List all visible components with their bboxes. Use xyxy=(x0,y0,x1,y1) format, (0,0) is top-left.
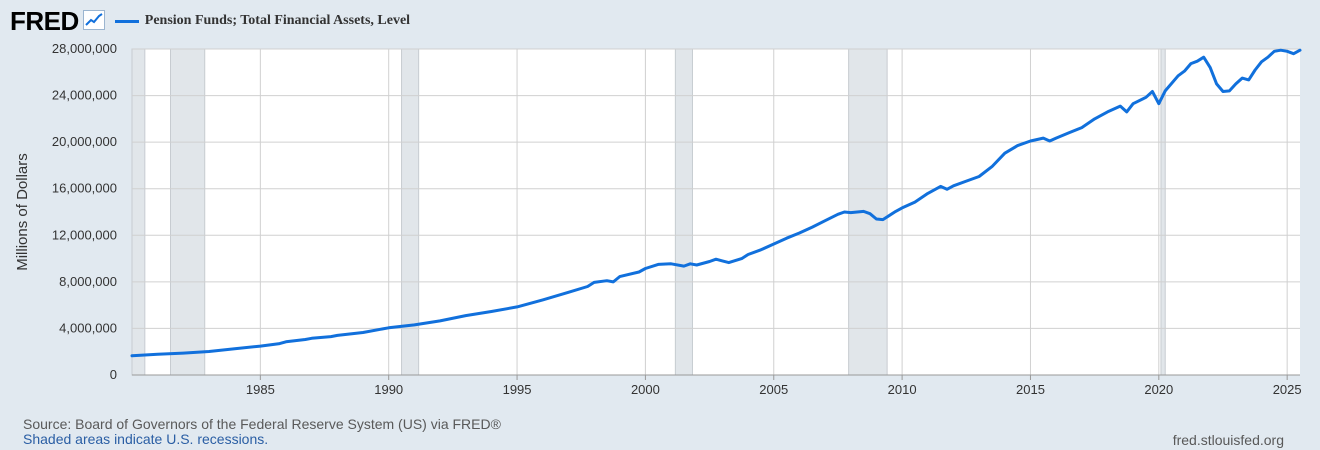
series-line xyxy=(130,48,1302,358)
x-tick-label: 2020 xyxy=(1144,382,1173,397)
y-tick-label: 28,000,000 xyxy=(52,41,117,56)
x-tick-label: 1985 xyxy=(246,382,275,397)
x-tick-label: 2025 xyxy=(1273,382,1302,397)
legend: Pension Funds; Total Financial Assets, L… xyxy=(114,13,411,29)
y-tick-label: 24,000,000 xyxy=(52,88,117,103)
recession-band xyxy=(674,48,693,376)
recession-band xyxy=(170,48,206,376)
legend-swatch xyxy=(114,19,139,23)
chart-trend-icon xyxy=(82,9,105,35)
legend-series-label: Pension Funds; Total Financial Assets, L… xyxy=(144,13,411,28)
x-tick-label: 2005 xyxy=(759,382,788,397)
x-tick-label: 1995 xyxy=(503,382,532,397)
y-tick-label: 12,000,000 xyxy=(52,227,117,242)
line-chart: 0 4,000,000 8,000,000 12,000,000 16,000,000 2… xyxy=(14,41,1302,397)
y-axis-label: Millions of Dollars xyxy=(14,153,31,271)
source-note: Source: Board of Governors of the Federa… xyxy=(23,416,501,432)
chart-header: FRED Pension Funds; Total Financial Asse… xyxy=(10,6,410,36)
recession-note: Shaded areas indicate U.S. recessions. xyxy=(23,431,269,447)
y-tick-label: 20,000,000 xyxy=(52,134,117,149)
chart-footer: Source: Board of Governors of the Federa… xyxy=(23,417,501,447)
y-tick-label: 4,000,000 xyxy=(59,320,117,335)
x-tick-label: 1990 xyxy=(374,382,403,397)
plot-area xyxy=(132,49,1300,375)
y-tick-label: 8,000,000 xyxy=(59,274,117,289)
x-tick-label: 2000 xyxy=(631,382,660,397)
y-tick-label: 0 xyxy=(110,367,117,382)
x-tick-label: 2015 xyxy=(1016,382,1045,397)
site-url[interactable]: fred.stlouisfed.org xyxy=(1172,432,1284,448)
x-tick-label: 2010 xyxy=(888,382,917,397)
y-tick-label: 16,000,000 xyxy=(52,181,117,196)
recession-band xyxy=(131,48,146,376)
fred-logo[interactable]: FRED xyxy=(10,6,79,36)
